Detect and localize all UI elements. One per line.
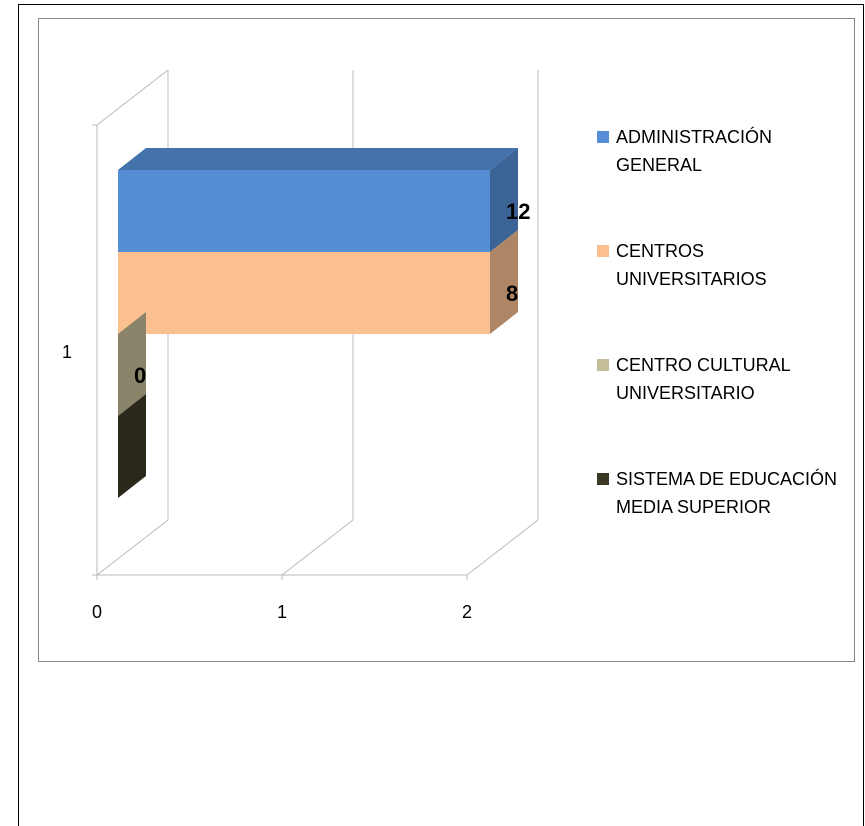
y-tick-label: 1: [62, 342, 72, 362]
bar-side: [118, 394, 146, 498]
legend-swatch: [597, 473, 609, 485]
axis-line: [96, 69, 169, 126]
x-tick-label: 2: [462, 602, 472, 622]
bar: [118, 394, 146, 498]
legend-swatch: [597, 245, 609, 257]
legend-label: ADMINISTRACIÓN GENERAL: [616, 127, 773, 175]
data-label: 8: [506, 281, 518, 306]
grid-line: [466, 519, 539, 576]
legend-label: CENTROS UNIVERSITARIOS: [616, 241, 767, 289]
bar-front: [118, 252, 490, 334]
x-tick-label: 0: [92, 602, 102, 622]
outer-frame: [18, 4, 864, 826]
bar: [118, 148, 518, 252]
grid-line: [281, 519, 354, 576]
bar: [118, 312, 146, 416]
chart-frame: [38, 18, 855, 662]
data-label: 12: [506, 199, 530, 224]
legend-label: CENTRO CULTURAL UNIVERSITARIO: [616, 355, 791, 403]
legend-swatch: [597, 359, 609, 371]
bar-front: [118, 170, 490, 252]
grid-line: [96, 519, 169, 576]
bar-side: [490, 230, 518, 334]
bar-top: [118, 148, 518, 170]
legend-swatch: [597, 131, 609, 143]
data-label: 0: [134, 363, 146, 388]
legend-label: SISTEMA DE EDUCACIÓN MEDIA SUPERIOR: [616, 469, 838, 517]
bar: [118, 230, 518, 334]
x-tick-label: 1: [277, 602, 287, 622]
bar-side: [490, 148, 518, 252]
bar-side: [118, 312, 146, 416]
